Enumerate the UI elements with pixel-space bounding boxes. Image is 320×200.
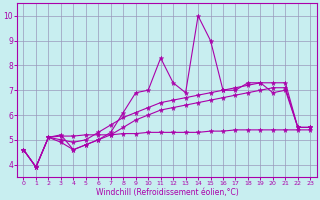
X-axis label: Windchill (Refroidissement éolien,°C): Windchill (Refroidissement éolien,°C) — [96, 188, 238, 197]
